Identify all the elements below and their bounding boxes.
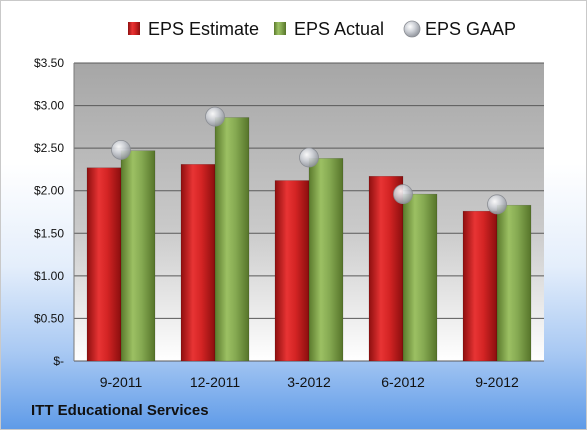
y-tick-label: $3.50 — [34, 56, 64, 70]
x-category-label: 9-2011 — [100, 374, 143, 390]
y-tick-label: $2.50 — [34, 141, 64, 155]
eps-gaap-marker — [393, 184, 413, 205]
eps-gaap-marker — [299, 147, 319, 168]
eps-actual-bar — [214, 117, 250, 362]
eps-estimate-bar — [462, 210, 498, 362]
eps-gaap-marker — [205, 106, 225, 127]
x-category-label: 9-2012 — [475, 374, 519, 390]
x-category-label: 12-2011 — [190, 374, 241, 390]
x-category-label: 3-2012 — [287, 374, 331, 390]
x-category-label: 6-2012 — [381, 374, 425, 390]
y-tick-label: $1.50 — [34, 226, 64, 240]
eps-actual-bar — [120, 150, 156, 362]
gaap-markers — [111, 106, 507, 215]
bars — [86, 117, 532, 362]
eps-actual-bar — [402, 193, 438, 362]
legend-label: EPS GAAP — [425, 19, 516, 39]
eps-actual-bar — [308, 158, 344, 362]
eps-gaap-marker — [487, 194, 507, 215]
eps-estimate-bar — [180, 164, 216, 362]
y-tick-label: $1.00 — [34, 269, 64, 283]
legend: EPS Estimate EPS Actual EPS GAAP — [128, 19, 516, 39]
legend-label: EPS Actual — [294, 19, 384, 39]
eps-gaap-legend-swatch — [403, 20, 421, 38]
y-tick-label: $2.00 — [34, 184, 64, 198]
eps-estimate-legend-swatch — [128, 22, 140, 35]
y-tick-label: $0.50 — [34, 311, 64, 325]
y-axis: $- $0.50 $1.00 $1.50 $2.00 $2.50 $3.00 $3.50 — [34, 56, 75, 368]
eps-gaap-marker — [111, 139, 131, 160]
x-axis: 9-2011 12-2011 3-2012 6-2012 9-2012 — [100, 374, 519, 390]
eps-estimate-bar — [274, 180, 310, 362]
legend-label: EPS Estimate — [148, 19, 259, 39]
eps-actual-bar — [496, 204, 532, 362]
eps-actual-legend-swatch — [274, 22, 286, 35]
company-name: ITT Educational Services — [31, 402, 209, 419]
y-tick-label: $- — [53, 354, 64, 368]
eps-estimate-bar — [86, 167, 122, 362]
eps-estimate-bar — [368, 175, 404, 362]
y-tick-label: $3.00 — [34, 99, 64, 113]
